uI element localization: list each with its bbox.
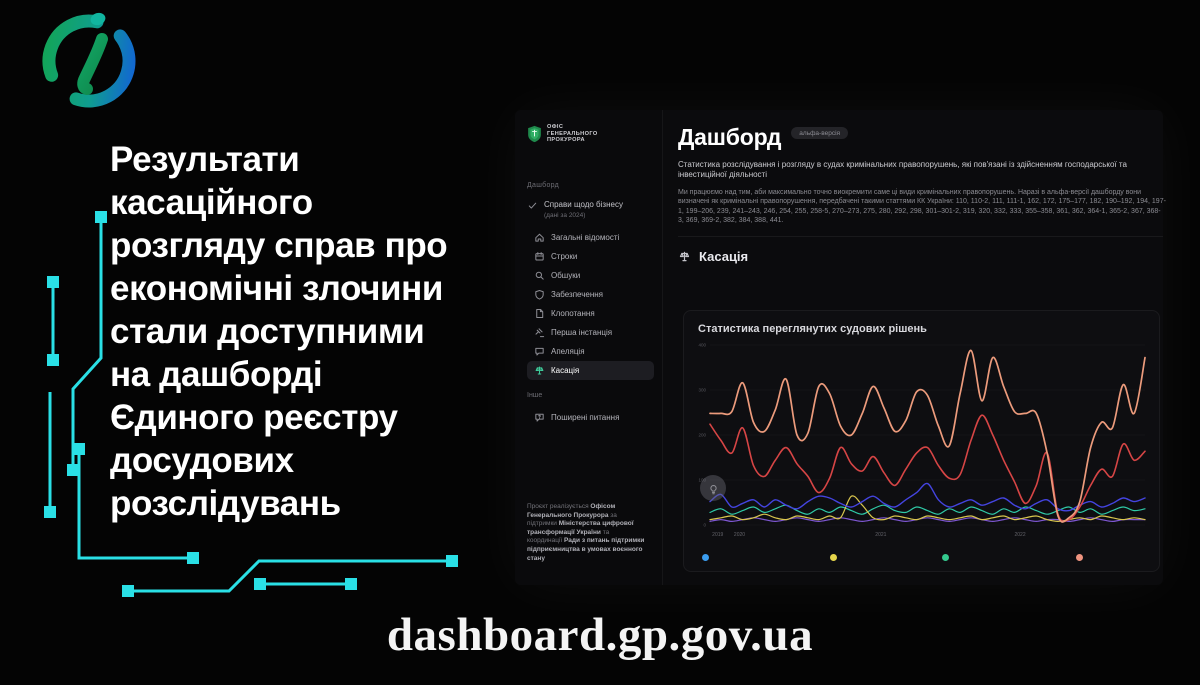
headline-line: економічні злочини [110, 269, 443, 308]
shield-icon [534, 289, 545, 300]
dashboard-screenshot: Офіс Генерального Прокурора Дашборд Справи… [515, 110, 1166, 585]
chart-line-salmon [709, 349, 1146, 523]
x-axis-label: 2022 [1015, 532, 1026, 538]
sidebar-footer-note: Проєкт реалізується Офісом Генерального … [527, 503, 645, 562]
chart-line-purple [709, 517, 1146, 522]
sidebar-item-kasatsiia[interactable]: Касація [527, 360, 654, 380]
x-axis-label: 2019 [712, 532, 723, 538]
chart-card: Статистика переглянутих судових рішень 4… [683, 310, 1160, 572]
chart-title: Статистика переглянутих судових рішень [698, 323, 927, 335]
x-axis-label: 2021 [875, 532, 886, 538]
sidebar-item-label: Загальні відомості [551, 232, 620, 242]
sidebar-item-faq[interactable]: Поширені питання [527, 408, 654, 427]
bulb-icon [708, 483, 719, 494]
chat-icon [534, 346, 545, 357]
chart-line-teal [709, 504, 1146, 515]
org-name: Офіс Генерального Прокурора [547, 124, 598, 144]
alpha-version-badge: альфа-версія [791, 127, 849, 139]
headline-line: касаційного [110, 183, 313, 222]
divider [678, 235, 1163, 237]
sidebar-item-business[interactable]: Справи щодо бізнесу (дані за 2024) [527, 200, 654, 219]
logo-i-dot [90, 12, 106, 26]
sidebar-item-zahalni[interactable]: Загальні відомості [527, 228, 654, 247]
sidebar-item-sublabel: (дані за 2024) [544, 211, 586, 219]
note-text: Ми працюємо над тим, аби максимально точ… [678, 189, 1166, 225]
headline-line: на дашборді [110, 355, 323, 394]
scales-icon [534, 365, 545, 376]
line-chart: 400 300 200 100 0 2019 2020 2021 2022 [698, 343, 1146, 538]
sidebar-item-label: Справи щодо бізнесу [544, 199, 623, 209]
page-title: Дашборд [678, 124, 782, 150]
sidebar-item-label: Клопотання [551, 308, 595, 318]
legend-dot-blue[interactable] [702, 554, 710, 561]
prosecutor-shield-icon [528, 125, 541, 143]
headline-line: Єдиного реєстру [110, 398, 398, 437]
sidebar-item-obshuky[interactable]: Обшуки [527, 266, 654, 285]
sidebar-item-label: Обшуки [551, 270, 581, 280]
sidebar: Офіс Генерального Прокурора Дашборд Справи… [515, 110, 663, 585]
sidebar-item-apeliatsiia[interactable]: Апеляція [527, 342, 654, 361]
sidebar-item-label: Строки [551, 251, 578, 261]
search-icon [534, 270, 545, 281]
sidebar-item-persha-instantsiia[interactable]: Перша інстанція [527, 323, 654, 342]
chart-line-blue [709, 482, 1146, 512]
gavel-icon [534, 327, 545, 338]
headline-line: розгляду справ про [110, 226, 448, 265]
sidebar-item-label: Поширені питання [551, 412, 620, 422]
section-header: Касація [678, 249, 1163, 264]
svg-text:300: 300 [698, 388, 706, 393]
svg-text:100: 100 [698, 478, 706, 483]
scales-icon [678, 250, 691, 263]
home-icon [534, 232, 545, 243]
legend-dot-green[interactable] [941, 554, 949, 561]
document-icon [534, 308, 545, 319]
headline-line: стали доступними [110, 312, 425, 351]
sidebar-item-klopotannia[interactable]: Клопотання [527, 304, 654, 323]
x-axis-label: 2020 [734, 532, 745, 538]
headline-line: досудових [110, 441, 294, 480]
check-icon [527, 200, 538, 211]
logo-ring [42, 14, 136, 108]
sidebar-item-zabezpechennia[interactable]: Забезпечення [527, 285, 654, 304]
headline: Результати касаційного розгляду справ про е… [110, 138, 448, 525]
chart-line-yellow [709, 495, 1146, 522]
sidebar-section-label: Дашборд [527, 181, 560, 189]
calendar-icon [534, 251, 545, 262]
sidebar-item-label: Апеляція [551, 346, 585, 356]
svg-text:400: 400 [698, 343, 706, 348]
main-area: Дашборд альфа-версія Статистика розсліду… [663, 110, 1166, 585]
logo-i-stem [77, 33, 108, 95]
insight-bulb-button[interactable] [700, 475, 726, 501]
headline-line: розслідувань [110, 484, 341, 523]
sidebar-item-label: Перша інстанція [551, 327, 613, 337]
sidebar-item-label: Касація [551, 365, 580, 375]
chart-legend [698, 554, 1145, 562]
legend-dot-salmon[interactable] [1075, 554, 1083, 561]
sidebar-item-stroky[interactable]: Строки [527, 247, 654, 266]
chart-line-red [709, 414, 1146, 523]
headline-line: Результати [110, 140, 300, 179]
legend-dot-yellow[interactable] [829, 554, 837, 561]
news-site-logo [42, 12, 136, 108]
sidebar-item-label: Забезпечення [551, 289, 604, 299]
svg-text:200: 200 [698, 433, 706, 438]
sidebar-other-label: Інше [527, 391, 543, 399]
sidebar-menu: Загальні відомості Строки Обшуки Забезпечен… [527, 228, 654, 380]
section-title: Касація [699, 248, 749, 264]
svg-text:0: 0 [703, 523, 706, 528]
intro-text: Статистика розслідування і розгляду в су… [678, 160, 1127, 179]
site-url: dashboard.gp.gov.ua [386, 609, 814, 661]
question-icon [534, 412, 545, 423]
org-logo-block: Офіс Генерального Прокурора [527, 124, 654, 144]
